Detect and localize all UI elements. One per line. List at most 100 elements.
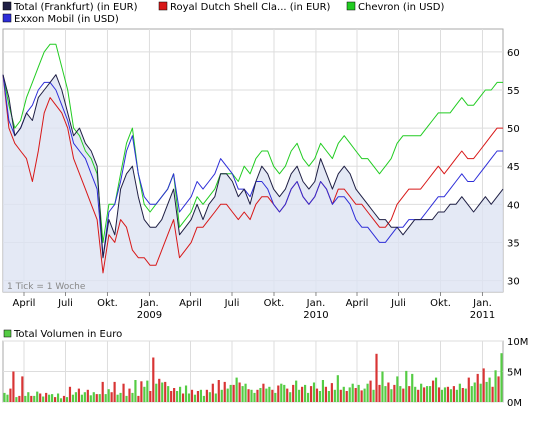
volume-bar <box>128 388 131 402</box>
volume-bar <box>292 384 295 402</box>
volume-bar <box>390 389 393 402</box>
volume-bar <box>6 394 9 402</box>
volume-bar <box>500 353 503 402</box>
volume-bar <box>54 397 57 402</box>
volume-bar <box>306 392 310 402</box>
volume-bar <box>196 391 200 402</box>
volume-bar <box>98 394 101 402</box>
volume-bar <box>30 395 33 402</box>
volume-bar <box>119 392 122 402</box>
volume-bar <box>18 395 21 402</box>
volume-bar <box>345 391 348 402</box>
volume-bar <box>387 382 390 402</box>
volume-bar <box>375 353 378 402</box>
x-tick-label: Jan. <box>306 298 326 309</box>
volume-bar <box>363 388 366 402</box>
volume-bar <box>277 385 280 402</box>
x-tick-label: Okt. <box>264 298 285 309</box>
volume-bar <box>202 395 205 402</box>
volume-bar <box>271 389 274 402</box>
volume-bar <box>295 380 298 402</box>
x-tick-label: Jan. <box>472 298 492 309</box>
volume-gridlines <box>3 340 503 403</box>
volume-title: Total Volumen in Euro <box>13 329 122 340</box>
volume-bar <box>408 386 411 402</box>
volume-bar <box>33 395 36 402</box>
volume-bar <box>420 383 423 402</box>
volume-bar <box>184 385 188 402</box>
volume-bar <box>134 380 137 402</box>
volume-bar <box>71 394 75 402</box>
volume-bar <box>125 395 128 402</box>
volume-bar <box>104 394 107 402</box>
volume-bar <box>461 388 464 402</box>
volume-bar <box>65 397 69 402</box>
volume-bar <box>15 397 18 402</box>
volume-bar <box>312 382 316 402</box>
volume-bar <box>423 387 426 402</box>
volume-bar <box>62 395 66 402</box>
legend-swatch-total <box>2 1 12 11</box>
volume-bar <box>348 387 351 402</box>
volume-bar <box>396 376 399 402</box>
volume-bar <box>324 386 328 403</box>
volume-bar <box>473 382 476 402</box>
volume-bar <box>429 386 432 402</box>
volume-bar <box>369 380 372 402</box>
volume-bar <box>452 386 455 402</box>
legend-entry-exxon[interactable]: Exxon Mobil (in USD) <box>2 13 119 25</box>
volume-bar <box>357 384 360 402</box>
x-tick-label: Juli <box>390 298 406 309</box>
volume-bar <box>152 357 155 402</box>
volume-bar <box>42 396 45 402</box>
x-year-label: 2010 <box>303 310 328 321</box>
volume-bar <box>437 387 441 402</box>
volume-bar <box>289 392 292 402</box>
volume-bar <box>86 389 89 402</box>
y-tick-label: 35 <box>507 238 520 249</box>
volume-bar <box>190 389 194 402</box>
volume-bar <box>51 394 54 402</box>
volume-bar <box>431 380 435 402</box>
price-y-axis: 60 55 50 45 40 35 30 <box>507 48 520 288</box>
legend-entry-shell[interactable]: Royal Dutch Shell Cla... (in EUR) <box>158 1 331 13</box>
volume-bar <box>253 392 256 402</box>
legend-swatch-exxon <box>2 13 12 23</box>
volume-bar <box>226 388 229 402</box>
volume-bar <box>223 381 226 402</box>
volume-bar <box>479 383 482 402</box>
y-tick-label: 40 <box>507 200 520 211</box>
legend-swatch-chevron <box>346 1 356 11</box>
legend-entry-chevron[interactable]: Chevron (in USD) <box>346 1 444 13</box>
volume-bar <box>321 380 325 402</box>
vol-y-tick-label: 0M <box>507 398 522 409</box>
volume-bar <box>232 384 235 402</box>
legend-label-total: Total (Frankfurt) (in EUR) <box>13 2 138 13</box>
x-year-label: 2011 <box>470 310 495 321</box>
volume-bar <box>304 384 307 402</box>
volume-bar <box>158 378 161 402</box>
volume-bar <box>467 377 470 402</box>
vol-y-tick-label: 5M <box>507 368 522 379</box>
volume-bar <box>336 375 339 402</box>
volume-bar <box>59 398 63 402</box>
volume-bar <box>179 386 182 403</box>
volume-bar <box>286 388 289 402</box>
volume-bar <box>173 388 176 402</box>
volume-bar <box>360 390 363 402</box>
x-tick-label: Okt. <box>430 298 451 309</box>
volume-bar <box>167 386 170 402</box>
volume-bar <box>449 389 453 402</box>
legend-label-shell: Royal Dutch Shell Cla... (in EUR) <box>170 2 331 13</box>
volume-bar <box>411 373 414 402</box>
volume-bar <box>482 368 485 402</box>
volume-bar <box>235 377 238 402</box>
volume-bar <box>181 393 185 402</box>
volume-bar <box>187 393 191 402</box>
legend-entry-total[interactable]: Total (Frankfurt) (in EUR) <box>2 1 138 13</box>
volume-bar <box>259 388 262 402</box>
volume-bar <box>113 381 116 402</box>
volume-bar <box>455 389 458 402</box>
volume-bar <box>80 394 83 402</box>
